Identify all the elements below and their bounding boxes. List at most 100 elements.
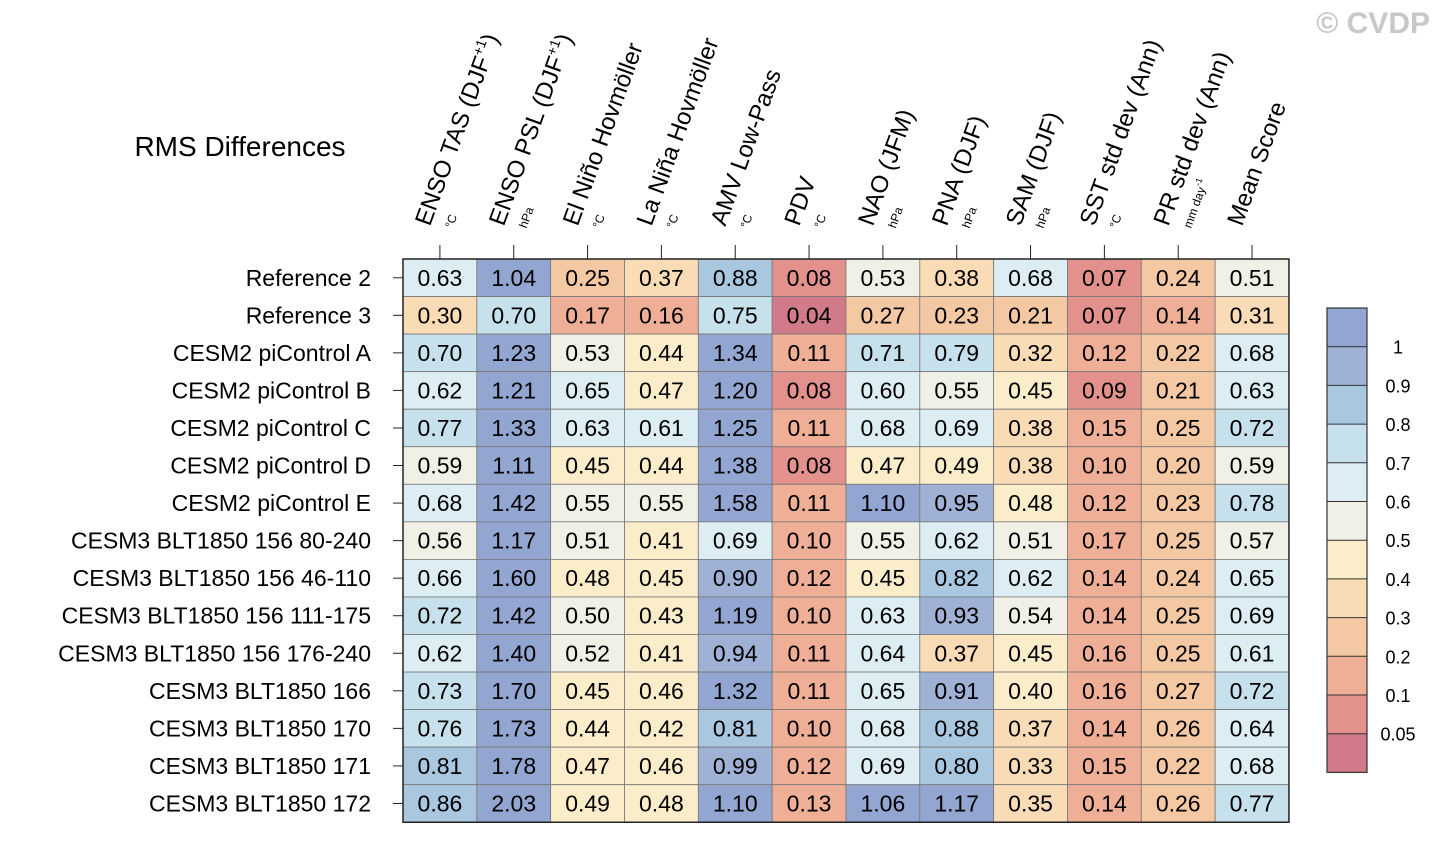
- column-header-superscript: +1: [543, 37, 564, 58]
- column-header-label: El Niño Hovmöller: [558, 39, 649, 229]
- cell-value-label: 0.55: [639, 490, 684, 516]
- heatmap-cell: [624, 746, 699, 786]
- heatmap-cell: [919, 559, 995, 598]
- heatmap-cell: [1140, 258, 1216, 297]
- row-label: CESM2 piControl D: [170, 453, 371, 479]
- heatmap-cell: [1214, 634, 1290, 673]
- heatmap-cell: [1067, 333, 1142, 373]
- cell-value-label: 0.24: [1156, 565, 1201, 591]
- cell-value-label: 0.32: [1008, 340, 1053, 366]
- cell-value-label: 0.10: [787, 603, 832, 629]
- colorbar-segment: [1327, 695, 1367, 734]
- heatmap-cell: [476, 258, 552, 297]
- colorbar-tick-label: 1: [1393, 338, 1403, 358]
- cell-value-label: 0.10: [787, 715, 832, 741]
- heatmap-cell: [1140, 408, 1216, 448]
- cell-value-label: 2.03: [491, 790, 536, 816]
- cell-value-label: 0.72: [418, 603, 463, 629]
- cell-value-label: 1.10: [713, 790, 758, 816]
- cell-value-label: 0.23: [1156, 490, 1201, 516]
- heatmap-cell: [1140, 371, 1216, 410]
- heatmap-cell: [1067, 371, 1142, 410]
- cell-value-label: 0.11: [788, 678, 831, 704]
- heatmap-cell: [402, 671, 478, 710]
- heatmap-cell: [402, 446, 478, 485]
- cell-value-label: 0.69: [713, 528, 758, 554]
- colorbar-tick-label: 0.6: [1385, 493, 1410, 513]
- cell-value-label: 0.61: [1230, 640, 1275, 666]
- cell-value-label: 0.78: [1230, 490, 1275, 516]
- heatmap-cell: [697, 408, 773, 448]
- cell-value-label: 0.40: [1008, 678, 1053, 704]
- colorbar-segment: [1327, 346, 1367, 386]
- cell-value-label: 0.45: [1008, 377, 1053, 403]
- column-header: PDV°C: [779, 173, 829, 230]
- cell-value-label: 0.73: [418, 678, 463, 704]
- colorbar-segment: [1327, 424, 1367, 463]
- cell-value-label: 0.72: [1230, 678, 1275, 704]
- cell-value-label: 0.25: [565, 265, 610, 291]
- colorbar-tick-label: 0.9: [1385, 376, 1410, 396]
- heatmap-cell: [993, 296, 1068, 335]
- heatmap-cell: [550, 596, 625, 635]
- cell-value-label: 0.41: [639, 528, 684, 554]
- cell-value-label: 0.45: [565, 453, 610, 479]
- cell-value-label: 1.70: [491, 678, 536, 704]
- cell-value-label: 0.69: [1230, 603, 1275, 629]
- column-header-text: ENSO PSL (DJF: [484, 53, 570, 229]
- cell-value-label: 0.44: [639, 453, 684, 479]
- cell-value-label: 0.62: [934, 528, 979, 554]
- cell-value-label: 0.14: [1082, 790, 1127, 816]
- colorbar-segment: [1327, 540, 1367, 579]
- cell-value-label: 0.79: [934, 340, 979, 366]
- column-header-text: El Niño Hovmöller: [558, 39, 649, 229]
- heatmap-cell: [1067, 483, 1142, 523]
- cell-value-label: 0.63: [861, 603, 906, 629]
- cell-value-label: 0.62: [1008, 565, 1053, 591]
- heatmap-cell: [919, 746, 995, 786]
- cell-value-label: 0.44: [639, 340, 684, 366]
- cell-value-label: 0.62: [418, 640, 463, 666]
- cell-value-label: 0.90: [713, 565, 758, 591]
- cell-value-label: 0.99: [713, 753, 758, 779]
- cell-value-label: 1.06: [861, 790, 906, 816]
- row-label: Reference 2: [246, 265, 371, 291]
- heatmap-cell: [771, 446, 847, 485]
- column-unit-label: °C: [442, 212, 460, 230]
- cell-value-label: 1.04: [491, 265, 536, 291]
- cell-value-label: 0.37: [934, 640, 979, 666]
- cell-value-label: 0.21: [1156, 377, 1201, 403]
- row-label: CESM2 piControl C: [170, 415, 371, 441]
- column-header-label: AMV Low-Pass: [706, 66, 787, 229]
- cvdp-watermark: © CVDP: [1316, 7, 1430, 40]
- row-label: CESM3 BLT1850 156 176-240: [58, 640, 371, 666]
- heatmap-cell: [771, 784, 847, 823]
- cell-value-label: 0.12: [787, 565, 832, 591]
- heatmap-cell: [402, 371, 478, 410]
- cell-value-label: 0.10: [1082, 453, 1127, 479]
- cell-value-label: 1.17: [934, 790, 979, 816]
- heatmap-cell: [1140, 296, 1216, 335]
- cell-value-label: 0.50: [565, 603, 610, 629]
- cell-value-label: 0.14: [1082, 603, 1127, 629]
- heatmap-cell: [919, 709, 995, 748]
- column-unit-label: °C: [811, 212, 829, 230]
- heatmap-cell: [402, 408, 478, 448]
- cell-value-label: 0.68: [1230, 340, 1275, 366]
- cell-value-label: 0.38: [1008, 453, 1053, 479]
- cell-value-label: 0.35: [1008, 790, 1053, 816]
- column-headers: ENSO TAS (DJF+1)°C ENSO PSL (DJF+1)hPa El …: [410, 30, 1292, 259]
- cell-value-label: 0.49: [934, 453, 979, 479]
- cell-value-label: 0.82: [934, 565, 979, 591]
- cell-value-label: 0.52: [565, 640, 610, 666]
- heatmap-cell: [845, 709, 921, 748]
- cell-value-label: 0.65: [1230, 565, 1275, 591]
- cell-value-label: 0.14: [1082, 715, 1127, 741]
- heatmap-cell: [845, 746, 921, 786]
- column-unit-label: hPa: [1033, 205, 1054, 230]
- cell-value-label: 0.25: [1156, 528, 1201, 554]
- cell-value-label: 0.27: [1156, 678, 1201, 704]
- colorbar-segment: [1327, 578, 1367, 618]
- heatmap-cell: [476, 559, 552, 598]
- column-unit-text: hPa: [1033, 205, 1054, 230]
